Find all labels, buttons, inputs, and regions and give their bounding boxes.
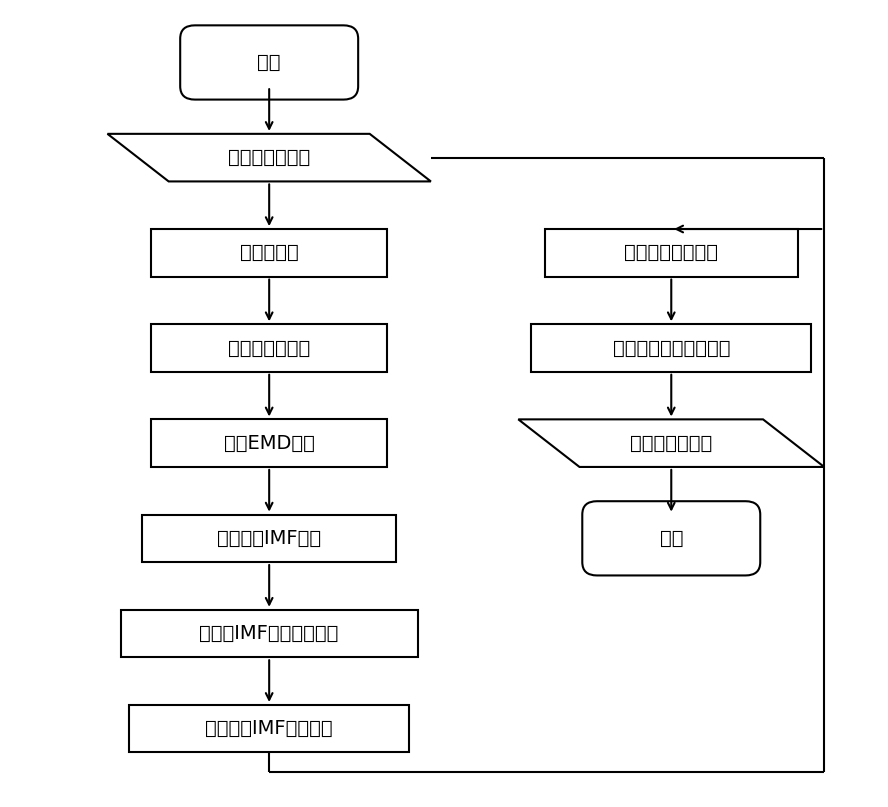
FancyBboxPatch shape [544,229,798,277]
Text: 提取并选择合适极値点: 提取并选择合适极値点 [613,338,730,358]
Text: 进行EMD分解: 进行EMD分解 [224,433,314,453]
Text: 计算各IMF分量离散程度: 计算各IMF分量离散程度 [200,624,339,643]
Text: 输出处理后信号: 输出处理后信号 [630,433,712,453]
FancyBboxPatch shape [151,420,387,467]
FancyBboxPatch shape [583,501,760,575]
FancyBboxPatch shape [130,705,409,752]
Text: 结束: 结束 [660,529,683,548]
FancyBboxPatch shape [180,25,358,99]
Text: 进行预处理: 进行预处理 [240,243,298,262]
Text: 得到若干IMF分量: 得到若干IMF分量 [217,529,321,548]
Text: 选择合适IMF分量重构: 选择合适IMF分量重构 [205,719,333,738]
FancyBboxPatch shape [151,324,387,372]
Text: 进行指数加权平均: 进行指数加权平均 [624,243,718,262]
FancyBboxPatch shape [531,324,811,372]
Polygon shape [107,134,431,182]
Text: 开始: 开始 [258,53,281,72]
FancyBboxPatch shape [121,610,417,657]
Text: 输入待处理信号: 输入待处理信号 [228,148,310,167]
FancyBboxPatch shape [151,229,387,277]
FancyBboxPatch shape [142,515,396,562]
Text: 得到预处理信号: 得到预处理信号 [228,338,310,358]
Polygon shape [519,420,824,467]
